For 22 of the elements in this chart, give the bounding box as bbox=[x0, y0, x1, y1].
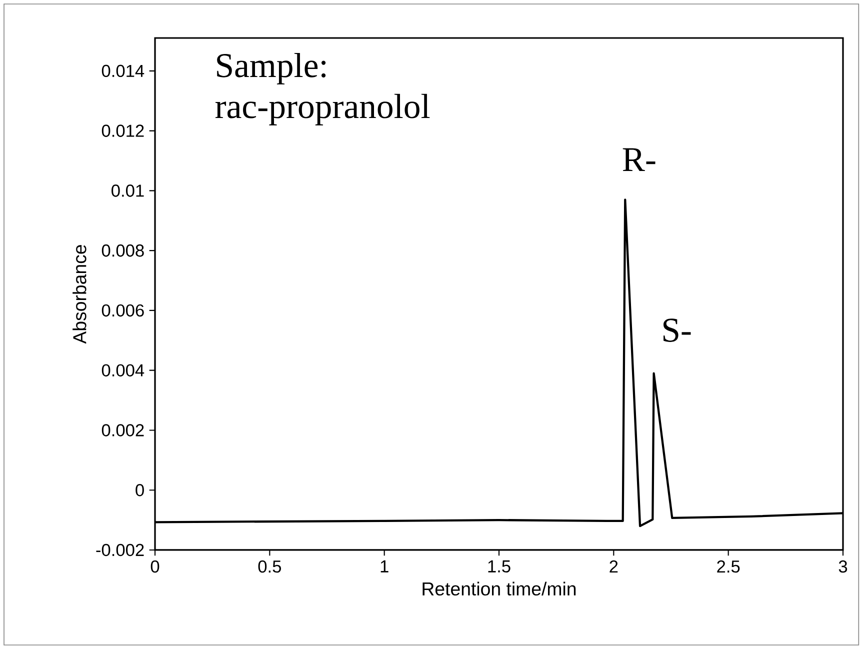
x-tick-label: 1.5 bbox=[488, 560, 510, 572]
annotation: R- bbox=[622, 148, 656, 171]
y-tick-label: 0.006 bbox=[102, 304, 144, 317]
y-tick-label: -0.002 bbox=[96, 544, 144, 556]
y-axis-title: Absorbance bbox=[72, 245, 86, 344]
annotation: Sample: bbox=[217, 52, 326, 84]
x-tick-label: 0.5 bbox=[258, 560, 281, 573]
y-tick-label: 0 bbox=[136, 484, 144, 496]
x-tick-label: 2 bbox=[610, 560, 618, 572]
y-tick-label: 0.004 bbox=[102, 364, 144, 376]
x-tick-label: 1 bbox=[380, 560, 388, 572]
x-tick-label: 0 bbox=[150, 560, 160, 573]
y-tick-label: 0.01 bbox=[112, 184, 144, 197]
x-tick-label: 2.5 bbox=[717, 560, 740, 573]
x-axis-title: Retention time/min bbox=[422, 582, 576, 596]
y-tick-label: 0.014 bbox=[102, 64, 144, 78]
y-tick-label: 0.008 bbox=[102, 244, 144, 257]
annotation: S- bbox=[663, 318, 691, 342]
y-tick-label: 0.002 bbox=[102, 424, 144, 436]
x-tick-label: 3 bbox=[838, 560, 848, 573]
y-tick-label: 0.012 bbox=[102, 124, 144, 137]
annotation: rac-propranolol bbox=[215, 94, 430, 126]
